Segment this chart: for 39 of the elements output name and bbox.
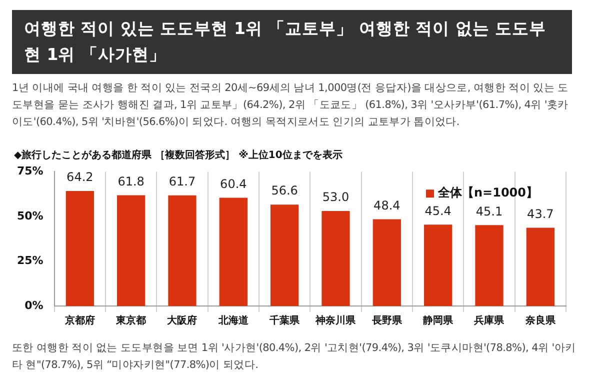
x-tick-label: 北海道 <box>217 314 250 327</box>
bar <box>219 198 248 306</box>
bar <box>475 225 504 306</box>
y-tick-label: 25% <box>16 254 44 268</box>
text: 또한 여행한 적이 없는 도도부현을 보면 1위 '사가현'(80.4%), 2위 '고치현'(79.4%), 3위 '도쿠시마현'(78.8%), 4위 '아키타 현"(78.7%), 5위 “미야자키현"(77.8%)이 되었다. <box>12 341 577 373</box>
y-tick-label: 50% <box>16 209 44 222</box>
data-label: 45.1 <box>476 204 503 218</box>
data-label: 64.2 <box>66 170 94 184</box>
x-tick-label: 神奈川県 <box>314 314 357 327</box>
y-tick-label: 0% <box>24 298 44 312</box>
data-label: 45.4 <box>424 204 452 218</box>
text: ◆旅行したことがある都道府県 ［複数回答形式］ ※上位10位までを表示 <box>14 148 342 162</box>
y-tick-label: 75% <box>16 164 44 178</box>
bar <box>168 195 196 306</box>
data-label: 61.7 <box>168 174 196 189</box>
data-label: 61.8 <box>118 174 144 188</box>
bar <box>66 190 94 306</box>
x-tick-label: 兵庫県 <box>473 314 506 327</box>
data-label: 53.0 <box>322 190 350 204</box>
x-tick-label: 長野県 <box>370 314 403 327</box>
data-label: 43.7 <box>527 206 554 221</box>
x-tick-label: 大阪府 <box>166 314 198 327</box>
bar <box>424 224 452 306</box>
chart-title: 여행한 적이 있는 도도부현 1위 「교토부」 여행한 적이 없는 도도부현 1위 「사가현」 <box>12 10 572 74</box>
bar <box>117 195 146 306</box>
bar <box>270 204 299 306</box>
data-label: 56.6 <box>271 184 298 198</box>
data-label: 60.4 <box>220 176 247 191</box>
bar <box>372 219 401 306</box>
x-tick-label: 東京都 <box>115 314 146 327</box>
chart-subtitle: 1년 이내에 국내 여행을 한 적이 있는 전국의 20세~69세의 남녀 1,000명(전 응답자)을 대상으로, 여행한 적이 있는 도도부현을 묻는 조사가 행해진 결과, 1위 교토부」(64.2%), 2위 「도쿄도」 (61.8%), 3위 '오사카부'(61.7%), 4위 '홋카이도'(60.4%), 5위 '치바현'(56.6%)이 되었다. 여행의 목적지로서도 인기의 교토부가 톱이었다. <box>12 81 570 130</box>
legend-label: 全体【n=1000】 <box>437 186 538 200</box>
x-tick-label: 奈良県 <box>524 314 556 327</box>
x-tick-label: 千葉県 <box>268 314 301 327</box>
bar <box>526 228 554 306</box>
data-label: 48.4 <box>374 198 400 212</box>
x-tick-label: 静岡県 <box>422 314 454 327</box>
bar <box>322 211 350 306</box>
x-tick-label: 京都府 <box>64 314 95 327</box>
